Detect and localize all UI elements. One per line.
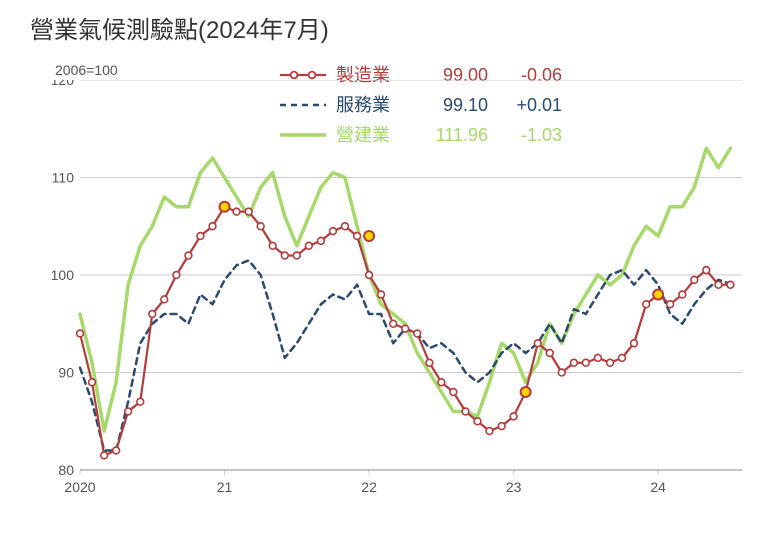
svg-text:23: 23 [506,479,522,495]
chart-area: 80 90 100 110 120 2020 21 22 23 24 [52,80,752,500]
svg-text:90: 90 [58,365,74,381]
line-chart: 80 90 100 110 120 2020 21 22 23 24 [52,80,752,500]
chart-subtitle: 2006=100 [55,62,118,78]
page-title: 營業氣候測驗點(2024年7月) [30,10,329,45]
svg-text:21: 21 [217,479,233,495]
svg-text:80: 80 [58,462,74,478]
svg-text:120: 120 [52,80,74,88]
svg-text:22: 22 [361,479,377,495]
svg-text:24: 24 [650,479,666,495]
svg-text:2020: 2020 [64,479,95,495]
svg-text:100: 100 [52,267,74,283]
svg-text:110: 110 [52,170,74,186]
